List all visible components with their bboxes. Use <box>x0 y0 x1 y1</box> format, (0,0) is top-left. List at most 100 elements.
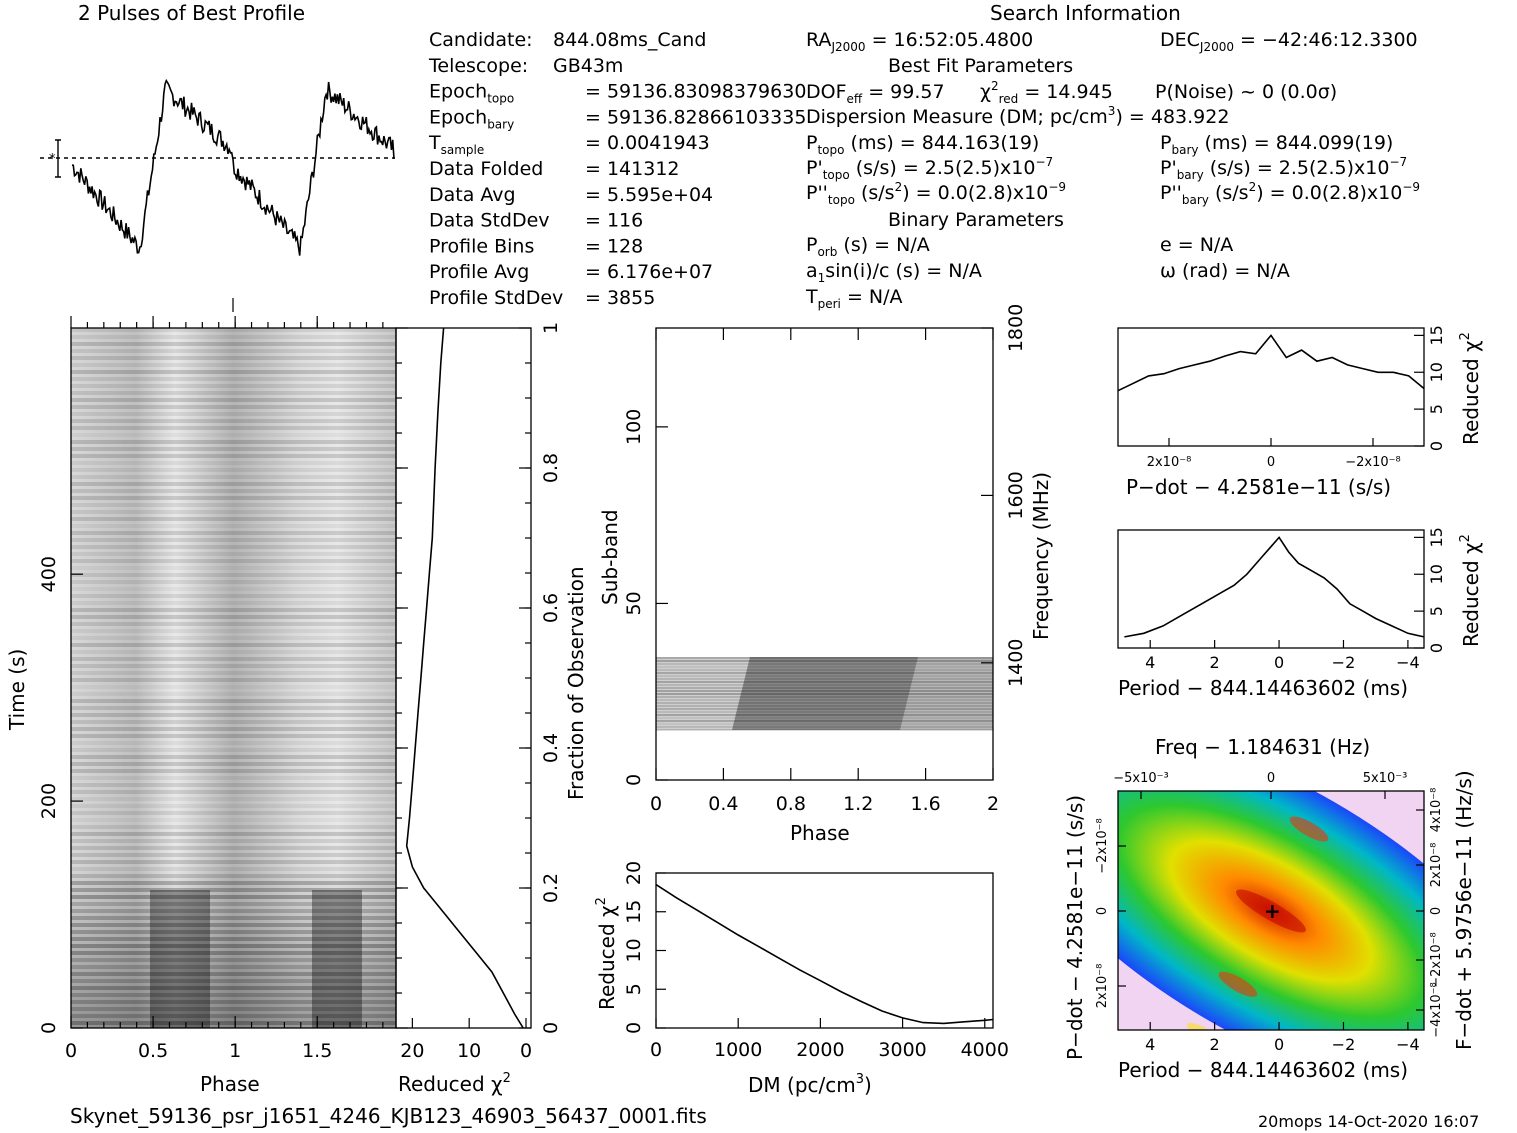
info-value: = 128 <box>585 235 643 257</box>
pddot-topo-value: ) = 0.0(2.8)x10 <box>902 182 1048 204</box>
tick-label: 2x10⁻⁸ <box>1147 455 1192 470</box>
tick-label: 4 <box>1145 1035 1155 1054</box>
subband-frame <box>655 327 994 781</box>
info-label: Profile Bins <box>429 235 534 257</box>
dm-line: Dispersion Measure (DM; pc/cm3) = 483.92… <box>806 104 1229 128</box>
info-label: Data Avg <box>429 184 516 206</box>
a1-value: sin(i)/c (s) = N/A <box>825 260 982 282</box>
ppdot-map-y2label: F−dot + 5.9756e−11 (Hz/s) <box>1452 770 1476 1050</box>
info-label: Epochtopo <box>429 81 514 106</box>
tick-label: 0 <box>65 1040 77 1062</box>
period-chi2-ticks: 4 2 0 −2 −4 0 5 10 15 <box>1145 527 1446 672</box>
tick-label: 0.2 <box>540 873 562 903</box>
tick-label: 15 <box>1427 325 1446 345</box>
porb-line: Porb (s) = N/A <box>806 234 930 259</box>
dec-line: DECJ2000 = −42:46:12.3300 <box>1160 29 1418 54</box>
dm-chi2-plot: 0 1000 2000 3000 4000 0 5 10 15 20 Reduced χ2 DM … <box>594 861 1009 1097</box>
chi2-fraction-ticks: 20 10 00 0.2 0.4 0.6 0.8 1 <box>396 322 562 1062</box>
tick-label: 2x10⁻⁸ <box>1429 843 1444 888</box>
info-value: = 59136.82866103335 <box>585 106 806 128</box>
ppdot-map-xlabel: Period − 844.14463602 (ms) <box>1118 1058 1408 1082</box>
tick-label: 0 <box>540 1022 562 1034</box>
tick-label: 0 <box>1267 455 1275 470</box>
tick-label: 4x10⁻⁸ <box>1429 788 1444 833</box>
info-label: Profile StdDev <box>429 287 563 309</box>
tick-label: 20 <box>623 861 645 885</box>
tick-label: 5 <box>1427 606 1446 616</box>
tick-label: 1000 <box>714 1039 762 1061</box>
tick-label: 400 <box>38 556 60 592</box>
time-phase-shading <box>71 860 396 1028</box>
ptopo-line: Ptopo (ms) = 844.163(19) <box>806 132 1039 157</box>
pddot-topo-unit: (s/s <box>861 182 895 204</box>
tick-label: 15 <box>623 900 645 924</box>
tick-label: 2 <box>987 793 999 815</box>
tick-label: 1800 <box>1005 304 1027 352</box>
chi2-fraction-curve <box>405 327 524 1029</box>
ecc-line: e = N/A <box>1160 234 1233 256</box>
tick-label: 0 <box>1427 643 1446 653</box>
tick-label: 0 <box>1429 907 1444 915</box>
tick-label: 10 <box>1427 564 1446 584</box>
best-fit-cross-icon: + <box>1264 899 1281 923</box>
subband-phase-plot: 0 0.4 0.8 1.2 1.6 2 0 50 100 1400 1600 1800 Phase S… <box>598 304 1053 845</box>
pdot-chi2-curve <box>1117 334 1425 392</box>
dm-chi2-ylabel: Reduced χ2 <box>594 897 619 1010</box>
chi2-fraction-xlabel: Reduced χ2 <box>398 1071 511 1096</box>
tick-label: 1 <box>540 322 562 334</box>
ppdot-map-ylabel: P−dot − 4.2581e−11 (s/s) <box>1063 795 1087 1060</box>
profile-errorbar <box>55 139 61 178</box>
pddot-bary-value: ) = 0.0(2.8)x10 <box>1256 182 1402 204</box>
tick-label: 0.5 <box>138 1040 168 1062</box>
tick-label: 0 <box>650 793 662 815</box>
tick-label: 2000 <box>796 1039 844 1061</box>
tick-label: 1.5 <box>302 1040 332 1062</box>
subband-ylabel: Sub-band <box>598 509 622 605</box>
tick-label: 200 <box>38 783 60 819</box>
ppdot-map-plot: Freq − 1.184631 (Hz) + 4 2 0 −2 −4 −5x10⁻³ 0 5x… <box>1063 735 1476 1082</box>
tick-label: 4000 <box>961 1039 1009 1061</box>
info-value: 844.08ms_Cand <box>553 29 706 51</box>
dec-value: = −42:46:12.3300 <box>1240 29 1418 51</box>
ppdot-map-image <box>1118 791 1424 1030</box>
tick-label: 0 <box>1274 1035 1284 1054</box>
tick-label: 2x10⁻⁸ <box>1095 964 1110 1009</box>
tick-label: 10 <box>623 938 645 962</box>
profile-curve <box>71 78 395 256</box>
tick-label: 5 <box>623 983 645 995</box>
time-phase-plot: 0 0.5 1 1.5 0 200 400 Phase Time (s) <box>5 316 397 1096</box>
tick-label: 3000 <box>878 1039 926 1061</box>
info-value: = 5.595e+04 <box>585 184 713 206</box>
tick-label: 10 <box>457 1040 481 1062</box>
ppdot-map-title: Freq − 1.184631 (Hz) <box>1155 735 1370 759</box>
tick-label: 5 <box>1427 404 1446 414</box>
info-value: = 0.0041943 <box>585 132 710 154</box>
tick-label: 15 <box>1427 527 1446 547</box>
tick-label: 2 <box>1210 653 1220 672</box>
dm-chi2-ticks: 0 1000 2000 3000 4000 0 5 10 15 20 <box>623 861 1009 1061</box>
info-label: Telescope: <box>428 55 528 77</box>
tick-label: 0.8 <box>776 793 806 815</box>
footer-filename: Skynet_59136_psr_j1651_4246_KJB123_46903… <box>70 1104 707 1128</box>
chi2red-value: = 14.945 <box>1024 81 1112 103</box>
tick-label: 50 <box>623 591 645 615</box>
tick-label: 1600 <box>1005 471 1027 519</box>
subband-ticks: 0 0.4 0.8 1.2 1.6 2 0 50 100 1400 1600 1800 <box>623 304 1027 815</box>
info-value: = 3855 <box>585 287 655 309</box>
omega-line: ω (rad) = N/A <box>1160 260 1290 282</box>
subband-stripes <box>656 657 993 731</box>
pnoise-line: P(Noise) ~ 0 (0.0σ) <box>1155 81 1337 103</box>
tick-label: 5x10⁻³ <box>1363 771 1408 786</box>
info-value: = 141312 <box>585 158 680 180</box>
dm-label: Dispersion Measure (DM; pc/cm <box>806 106 1108 128</box>
tick-label: −4 <box>1396 653 1420 672</box>
info-value: = 59136.83098379630 <box>585 81 806 103</box>
tick-label: 10 <box>1427 362 1446 382</box>
pddot-topo-line: P''topo (s/s2) = 0.0(2.8)x10−9 <box>806 180 1066 207</box>
dm-value: ) = 483.922 <box>1115 106 1229 128</box>
pbary-value: (ms) = 844.099(19) <box>1205 132 1394 154</box>
dm-chi2-xlabel: DM (pc/cm3) <box>748 1072 872 1097</box>
chi2-fraction-frame <box>395 327 532 1029</box>
tick-label: 0 <box>623 1022 645 1034</box>
info-value: GB43m <box>553 55 623 77</box>
